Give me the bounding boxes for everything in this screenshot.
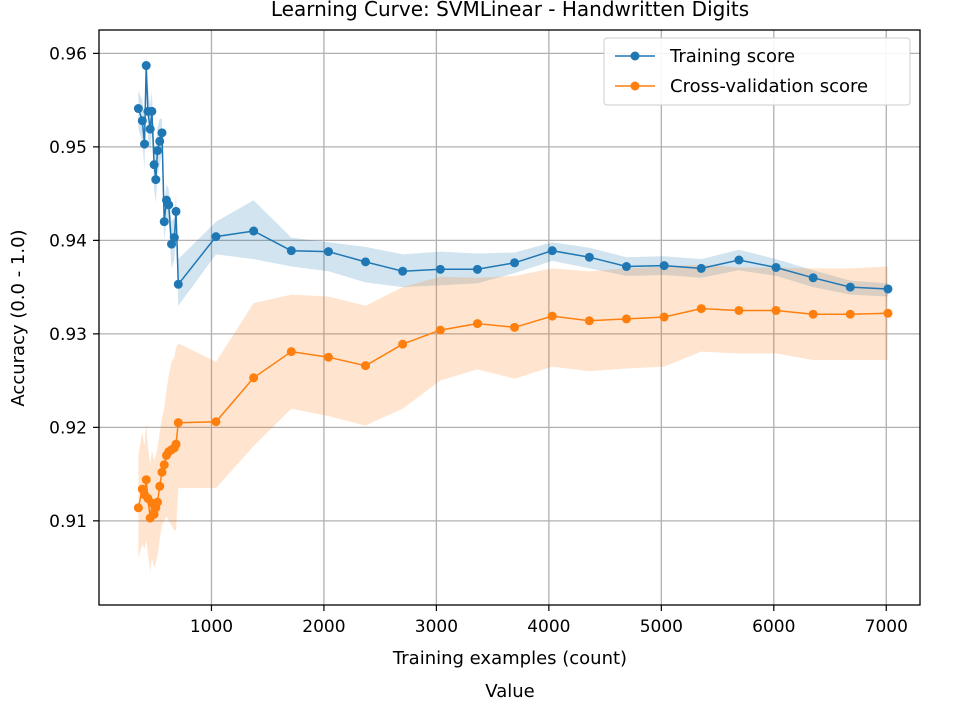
training-score-point xyxy=(323,247,333,257)
cv-score-point xyxy=(323,352,333,362)
training-score-point xyxy=(133,104,143,114)
training-score-point xyxy=(159,217,169,227)
training-score-point xyxy=(435,264,445,274)
x-tick-label: 1000 xyxy=(190,617,233,637)
y-tick-label: 0.91 xyxy=(49,512,87,532)
legend-label-training: Training score xyxy=(669,46,795,67)
chart-title: Learning Curve: SVMLinear - Handwritten … xyxy=(271,0,749,21)
cv-score-point xyxy=(249,373,259,383)
y-tick-label: 0.95 xyxy=(49,138,87,158)
axis-ticks: 1000 2000 3000 4000 5000 6000 7000 0.91 0.92 0.93… xyxy=(49,44,908,637)
training-score-point xyxy=(141,61,151,71)
cv-score-point xyxy=(510,322,520,332)
cv-score-point xyxy=(696,304,706,314)
x-tick-label: 3000 xyxy=(415,617,458,637)
training-score-point xyxy=(845,282,855,292)
cv-score-point xyxy=(171,439,181,449)
x-tick-label: 4000 xyxy=(527,617,570,637)
cv-score-point xyxy=(435,325,445,335)
x-tick-label: 5000 xyxy=(640,617,683,637)
training-score-point xyxy=(169,233,179,243)
cv-score-point xyxy=(286,347,296,357)
cv-score-point xyxy=(584,316,594,326)
training-score-point xyxy=(140,139,150,149)
cv-score-point xyxy=(771,305,781,315)
cv-score-point xyxy=(361,361,371,371)
training-score-point xyxy=(152,146,162,156)
training-score-line xyxy=(137,65,888,290)
x-tick-label: 6000 xyxy=(752,617,795,637)
series-markers xyxy=(133,61,893,523)
legend-marker-cv xyxy=(630,81,640,91)
legend-marker-training xyxy=(630,51,640,61)
training-score-point xyxy=(173,279,183,289)
training-score-point xyxy=(151,175,161,185)
y-tick-label: 0.96 xyxy=(49,44,87,64)
cv-score-point xyxy=(159,460,169,470)
plot-frame xyxy=(98,29,921,606)
y-axis-label: Accuracy (0.0 - 1.0) xyxy=(8,229,29,406)
training-score-point xyxy=(771,262,781,272)
training-score-point xyxy=(510,258,520,268)
legend-box xyxy=(603,37,911,106)
training-score-point xyxy=(696,263,706,273)
training-score-point xyxy=(286,246,296,256)
training-score-point xyxy=(147,106,157,116)
training-score-point xyxy=(547,246,557,256)
x-axis-label: Training examples (count) xyxy=(392,648,627,669)
cv-score-point xyxy=(621,314,631,324)
cv-score-point xyxy=(211,417,221,427)
training-score-point xyxy=(584,252,594,262)
cv-score-point xyxy=(734,305,744,315)
training-confidence-band xyxy=(138,53,888,306)
y-tick-label: 0.92 xyxy=(49,418,87,438)
training-score-point xyxy=(211,232,221,242)
training-score-point xyxy=(659,261,669,271)
x-tick-label: 7000 xyxy=(865,617,908,637)
cv-score-point xyxy=(659,312,669,322)
y-tick-label: 0.94 xyxy=(49,231,87,251)
cv-score-point xyxy=(398,339,408,349)
training-score-point xyxy=(883,284,893,294)
cv-score-point xyxy=(808,309,818,319)
cv-score-point xyxy=(157,467,167,477)
training-score-point xyxy=(164,200,174,210)
cv-score-point xyxy=(472,319,482,329)
cv-score-point xyxy=(883,308,893,318)
cv-confidence-band xyxy=(138,264,888,573)
training-score-point xyxy=(171,206,181,216)
training-score-point xyxy=(157,128,167,138)
cv-score-point xyxy=(133,503,143,513)
cv-score-point xyxy=(173,418,183,428)
cv-score-point xyxy=(141,475,151,485)
training-score-point xyxy=(137,116,147,126)
training-score-point xyxy=(149,160,159,170)
training-score-point xyxy=(808,273,818,283)
x-axis-secondary-label: Value xyxy=(485,681,534,702)
training-score-point xyxy=(155,136,165,146)
legend: Training score Cross-validation score xyxy=(603,37,911,106)
training-score-point xyxy=(145,124,155,134)
training-score-point xyxy=(361,257,371,267)
legend-label-cv: Cross-validation score xyxy=(670,76,868,97)
cv-score-point xyxy=(547,311,557,321)
cv-score-point xyxy=(845,309,855,319)
confidence-bands xyxy=(138,53,888,573)
cv-score-point xyxy=(155,481,165,491)
training-score-point xyxy=(621,262,631,272)
training-score-point xyxy=(472,264,482,274)
y-tick-label: 0.93 xyxy=(49,325,87,345)
training-score-point xyxy=(398,266,408,276)
x-tick-label: 2000 xyxy=(302,617,345,637)
cv-score-point xyxy=(152,497,162,507)
training-score-point xyxy=(249,226,259,236)
training-score-point xyxy=(734,255,744,265)
